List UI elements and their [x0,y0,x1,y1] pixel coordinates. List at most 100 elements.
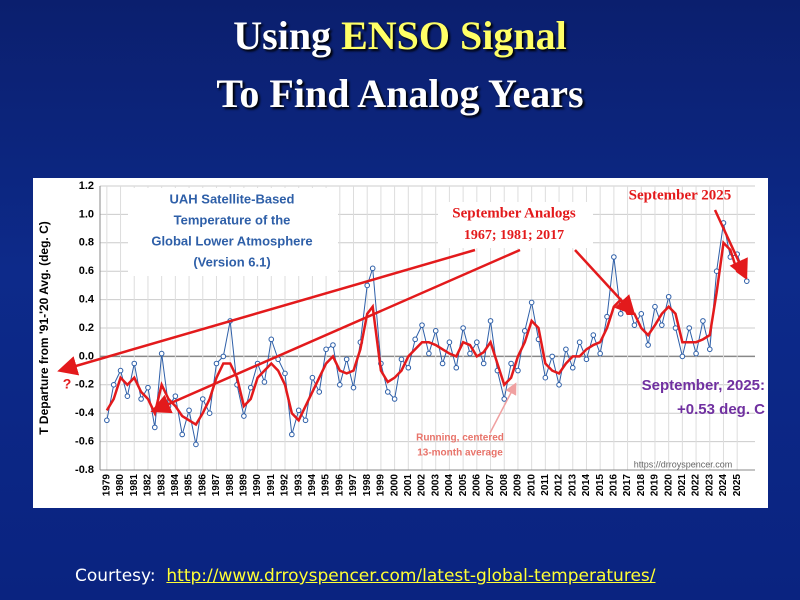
data-point [193,441,199,448]
annotation: September Analogs [452,205,576,221]
data-point [645,342,651,348]
y-tick-label: -0.6 [75,436,94,448]
data-point [659,322,665,328]
data-point [419,322,425,328]
x-tick-label: 2010 [526,474,537,497]
data-point [743,278,750,284]
x-tick-label: 2014 [581,474,592,497]
data-point [617,311,624,317]
x-tick-label: 2017 [622,474,633,497]
x-tick-label: 1989 [239,474,250,497]
x-tick-label: 2022 [691,474,702,497]
data-point [302,417,309,424]
y-tick-label: -0.4 [75,407,95,419]
courtesy-link[interactable]: http://www.drroyspencer.com/latest-globa… [166,566,656,586]
data-point [220,353,227,360]
arrow [150,248,521,414]
data-point [350,384,357,391]
data-point [117,367,124,374]
data-point [604,313,610,320]
data-point [439,360,446,367]
series-line [105,240,748,427]
analog-box [438,202,593,248]
data-point [487,318,494,324]
data-point [343,356,350,363]
x-tick-label: 1990 [252,474,263,497]
x-tick-label: 2006 [471,474,482,497]
data-point [405,364,412,371]
x-tick-label: 1997 [348,474,359,497]
x-tick-label: 1998 [362,474,373,497]
x-tick-label: 2003 [430,474,441,497]
x-tick-label: 2002 [417,474,428,497]
data-point [549,353,555,360]
data-point [665,293,672,300]
data-point [508,360,514,367]
x-tick-label: 1983 [156,474,167,497]
data-point [556,382,562,388]
y-tick-label: 0.2 [79,322,94,334]
x-tick-label: 2001 [403,474,414,497]
annotation: September, 2025: [642,377,765,394]
courtesy-label: Courtesy: [75,566,156,586]
annotation: ? [63,376,72,392]
chart-title: Temperature of the [174,212,291,227]
chart-title: UAH Satellite-Based [170,191,295,206]
data-point [206,410,213,416]
data-point [268,336,275,343]
annotation: 1967; 1981; 2017 [464,228,564,243]
data-point [453,364,460,371]
data-point [597,350,603,357]
x-tick-label: 1985 [184,474,195,497]
x-tick-label: 2011 [540,474,551,496]
x-tick-label: 2025 [732,474,743,497]
arrow [57,248,476,376]
data-point [152,424,158,431]
title-prefix: Using [233,13,332,58]
annotation: September 2025 [629,187,732,203]
data-point [590,332,597,338]
x-tick-label: 1993 [293,474,304,497]
data-point [186,407,192,414]
arrow [489,382,517,434]
x-tick-label: 2020 [663,474,674,497]
x-tick-label: 1988 [225,474,236,497]
data-point [247,384,254,391]
data-point [563,346,569,353]
data-point [398,356,405,363]
data-point [316,389,323,395]
data-point [179,431,186,438]
arrow [574,249,636,316]
arrow [713,209,748,280]
x-tick-label: 2015 [595,474,606,497]
data-point [576,339,583,345]
annotation: https://drroyspencer.com [634,459,733,469]
annotation: Running, centered [416,433,504,444]
data-point [412,336,418,343]
data-point [104,417,110,424]
data-point [289,431,295,438]
x-tick-label: 1994 [307,474,318,497]
x-tick-label: 1987 [211,474,222,497]
data-point [158,350,165,357]
data-point [686,325,693,331]
data-point [480,360,487,367]
data-point [364,282,371,289]
x-tick-label: 2019 [650,474,661,497]
data-point [295,407,302,414]
data-point [172,393,179,399]
x-tick-label: 2012 [554,474,565,497]
y-axis-label: T Departure from '91-'20 Avg. (deg. C) [37,221,51,435]
slide-title-line2: To Find Analog Years [216,71,584,116]
data-point [460,325,466,331]
data-point [474,339,480,345]
data-point [145,384,151,391]
data-point [110,382,117,388]
data-point [384,389,391,395]
x-tick-label: 2024 [718,474,729,497]
y-tick-label: 0.0 [79,350,94,362]
title-box [128,188,338,276]
chart-title: Global Lower Atmosphere [151,233,312,248]
data-point [467,350,473,357]
